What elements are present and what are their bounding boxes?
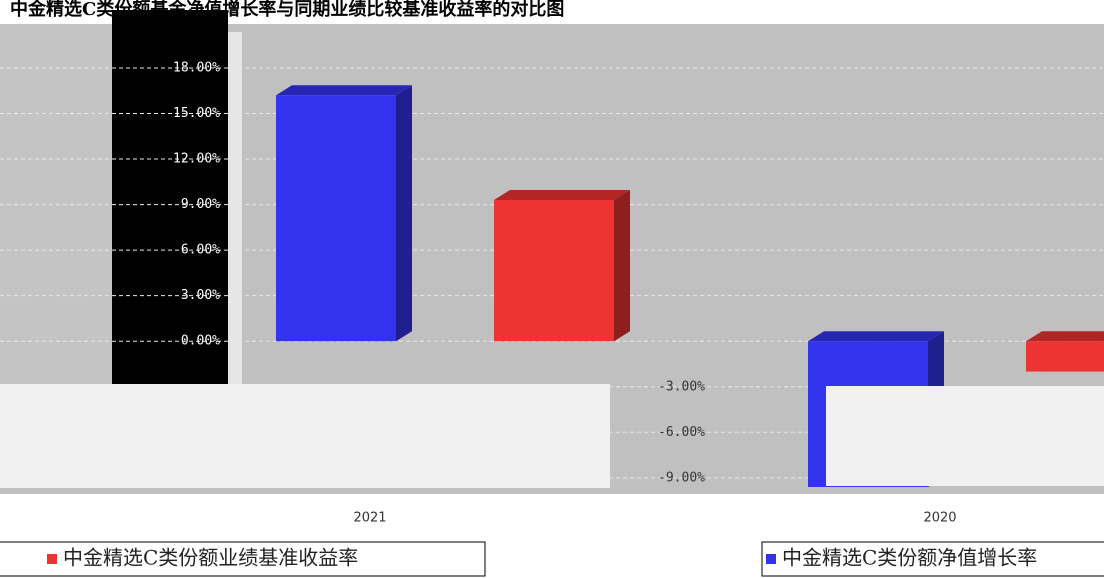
overlay-band — [826, 386, 1104, 486]
bar-top — [276, 85, 412, 96]
chart-title: 中金精选C类份额基金净值增长率与同期业绩比较基准收益率的对比图 — [10, 0, 564, 20]
bar-top — [1026, 331, 1104, 342]
y-tick-label: 3.00% — [181, 288, 220, 303]
y-tick-label: 6.00% — [181, 243, 220, 258]
y-tick-label: 15.00% — [173, 106, 220, 121]
legend-label: 中金精选C类份额业绩基准收益率 — [63, 546, 358, 570]
bar-side — [396, 85, 412, 342]
ticks: -9.00% -6.00% -3.00% 0.00% 3.00% 6.00% 9.00% 12… — [173, 60, 705, 485]
bar — [1026, 341, 1104, 372]
bar-top — [808, 331, 944, 342]
left-panel — [0, 24, 112, 384]
x-tick-label: 2021 — [353, 511, 386, 526]
bar — [494, 200, 614, 342]
y-tick-label: -3.00% — [658, 379, 705, 394]
axis-panel — [112, 10, 228, 384]
categories: 2021 2020 — [353, 511, 956, 526]
legend-label: 中金精选C类份额净值增长率 — [782, 546, 1037, 570]
legend-box — [761, 541, 1104, 577]
legend: 中金精选C类份额净值增长率 中金精选C类份额业绩基准收益率 — [47, 546, 1037, 570]
y-tick-label: 0.00% — [181, 334, 220, 349]
bar — [276, 95, 396, 342]
bar-side — [614, 190, 630, 342]
footer — [0, 494, 1104, 578]
legend-swatch — [766, 554, 776, 564]
y-tick-label: 18.00% — [173, 60, 220, 75]
axis-wall — [228, 32, 242, 384]
y-tick-label: 9.00% — [181, 197, 220, 212]
legend-swatch — [47, 554, 57, 564]
x-tick-label: 2020 — [923, 511, 956, 526]
y-tick-label: -6.00% — [658, 425, 705, 440]
y-tick-label: 12.00% — [173, 152, 220, 167]
bar-top — [494, 190, 630, 201]
overlay-band — [0, 384, 610, 488]
y-tick-label: -9.00% — [658, 470, 705, 485]
legend-box — [0, 541, 486, 577]
